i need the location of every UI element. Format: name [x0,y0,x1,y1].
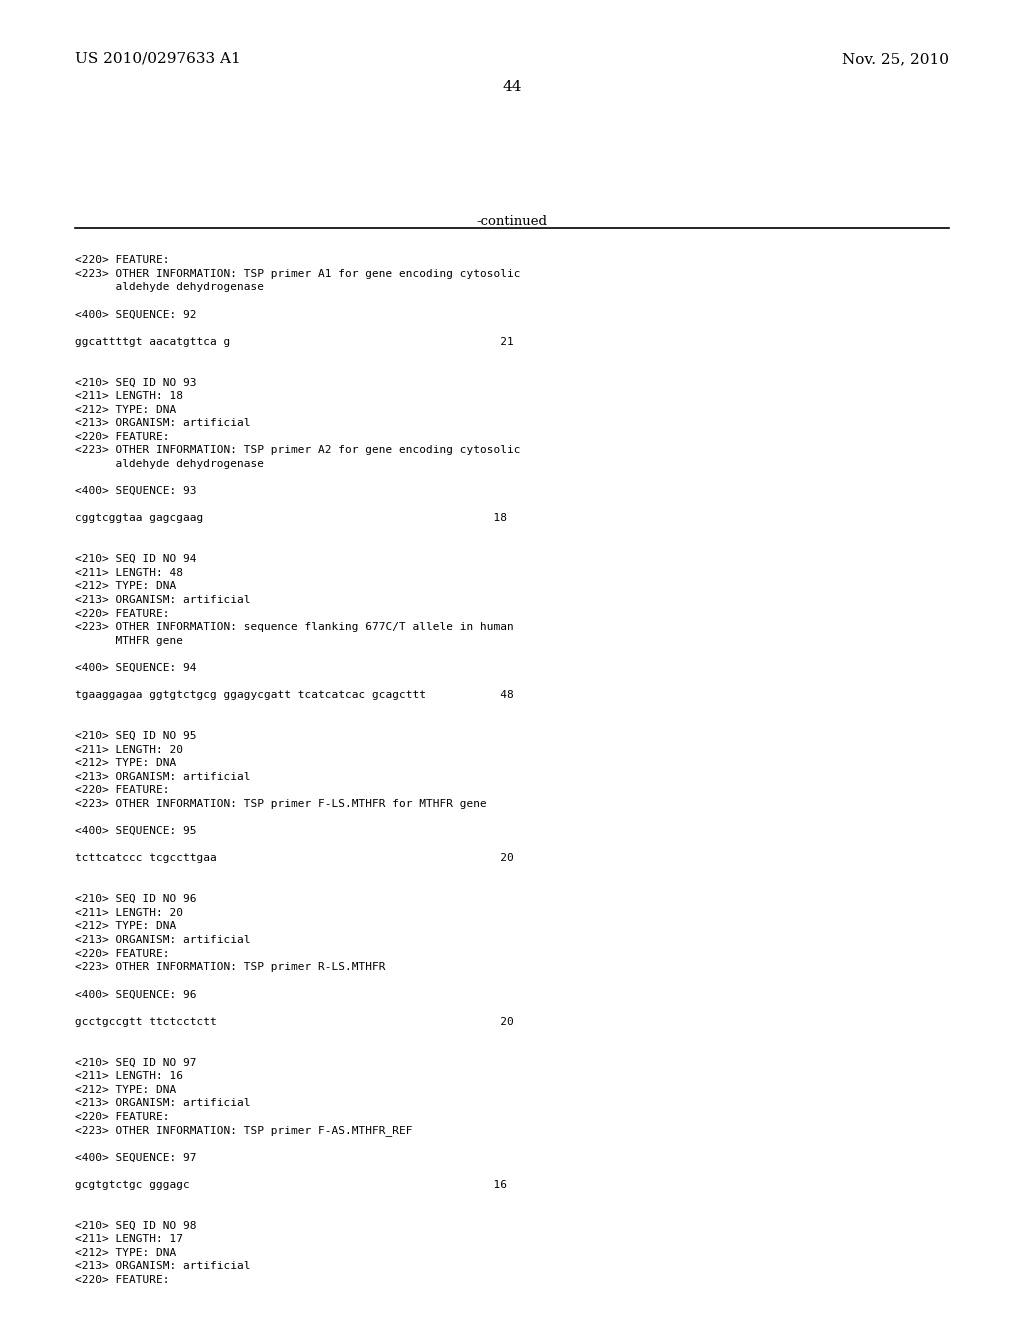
Text: <220> FEATURE:: <220> FEATURE: [75,255,170,265]
Text: US 2010/0297633 A1: US 2010/0297633 A1 [75,51,241,66]
Text: <211> LENGTH: 18: <211> LENGTH: 18 [75,391,183,401]
Text: <210> SEQ ID NO 97: <210> SEQ ID NO 97 [75,1057,197,1068]
Text: <400> SEQUENCE: 93: <400> SEQUENCE: 93 [75,486,197,496]
Text: <400> SEQUENCE: 94: <400> SEQUENCE: 94 [75,663,197,673]
Text: tcttcatccc tcgccttgaa                                          20: tcttcatccc tcgccttgaa 20 [75,854,514,863]
Text: <220> FEATURE:: <220> FEATURE: [75,785,170,796]
Text: Nov. 25, 2010: Nov. 25, 2010 [842,51,949,66]
Text: <220> FEATURE:: <220> FEATURE: [75,949,170,958]
Text: <223> OTHER INFORMATION: TSP primer R-LS.MTHFR: <223> OTHER INFORMATION: TSP primer R-LS… [75,962,385,973]
Text: aldehyde dehydrogenase: aldehyde dehydrogenase [75,282,264,292]
Text: ggcattttgt aacatgttca g                                        21: ggcattttgt aacatgttca g 21 [75,337,514,347]
Text: <211> LENGTH: 16: <211> LENGTH: 16 [75,1071,183,1081]
Text: <220> FEATURE:: <220> FEATURE: [75,432,170,442]
Text: <212> TYPE: DNA: <212> TYPE: DNA [75,921,176,932]
Text: <211> LENGTH: 17: <211> LENGTH: 17 [75,1234,183,1245]
Text: <212> TYPE: DNA: <212> TYPE: DNA [75,758,176,768]
Text: MTHFR gene: MTHFR gene [75,636,183,645]
Text: <213> ORGANISM: artificial: <213> ORGANISM: artificial [75,418,251,428]
Text: <213> ORGANISM: artificial: <213> ORGANISM: artificial [75,1262,251,1271]
Text: <213> ORGANISM: artificial: <213> ORGANISM: artificial [75,935,251,945]
Text: aldehyde dehydrogenase: aldehyde dehydrogenase [75,459,264,469]
Text: gcgtgtctgc gggagc                                             16: gcgtgtctgc gggagc 16 [75,1180,507,1189]
Text: <400> SEQUENCE: 95: <400> SEQUENCE: 95 [75,826,197,836]
Text: -continued: -continued [476,215,548,228]
Text: <210> SEQ ID NO 98: <210> SEQ ID NO 98 [75,1221,197,1230]
Text: <213> ORGANISM: artificial: <213> ORGANISM: artificial [75,772,251,781]
Text: <220> FEATURE:: <220> FEATURE: [75,609,170,619]
Text: <212> TYPE: DNA: <212> TYPE: DNA [75,581,176,591]
Text: <223> OTHER INFORMATION: TSP primer F-LS.MTHFR for MTHFR gene: <223> OTHER INFORMATION: TSP primer F-LS… [75,799,486,809]
Text: <211> LENGTH: 48: <211> LENGTH: 48 [75,568,183,578]
Text: <220> FEATURE:: <220> FEATURE: [75,1275,170,1284]
Text: <210> SEQ ID NO 93: <210> SEQ ID NO 93 [75,378,197,387]
Text: <400> SEQUENCE: 96: <400> SEQUENCE: 96 [75,990,197,999]
Text: <400> SEQUENCE: 92: <400> SEQUENCE: 92 [75,309,197,319]
Text: gcctgccgtt ttctcctctt                                          20: gcctgccgtt ttctcctctt 20 [75,1016,514,1027]
Text: <211> LENGTH: 20: <211> LENGTH: 20 [75,908,183,917]
Text: <400> SEQUENCE: 97: <400> SEQUENCE: 97 [75,1152,197,1163]
Text: <220> FEATURE:: <220> FEATURE: [75,1111,170,1122]
Text: <210> SEQ ID NO 94: <210> SEQ ID NO 94 [75,554,197,564]
Text: <210> SEQ ID NO 96: <210> SEQ ID NO 96 [75,894,197,904]
Text: <223> OTHER INFORMATION: TSP primer A2 for gene encoding cytosolic: <223> OTHER INFORMATION: TSP primer A2 f… [75,445,520,455]
Text: <212> TYPE: DNA: <212> TYPE: DNA [75,1085,176,1094]
Text: <212> TYPE: DNA: <212> TYPE: DNA [75,405,176,414]
Text: tgaaggagaa ggtgtctgcg ggagycgatt tcatcatcac gcagcttt           48: tgaaggagaa ggtgtctgcg ggagycgatt tcatcat… [75,690,514,700]
Text: <210> SEQ ID NO 95: <210> SEQ ID NO 95 [75,731,197,741]
Text: <212> TYPE: DNA: <212> TYPE: DNA [75,1247,176,1258]
Text: <223> OTHER INFORMATION: sequence flanking 677C/T allele in human: <223> OTHER INFORMATION: sequence flanki… [75,622,514,632]
Text: <223> OTHER INFORMATION: TSP primer F-AS.MTHFR_REF: <223> OTHER INFORMATION: TSP primer F-AS… [75,1126,413,1137]
Text: 44: 44 [502,81,522,94]
Text: cggtcggtaa gagcgaag                                           18: cggtcggtaa gagcgaag 18 [75,513,507,524]
Text: <211> LENGTH: 20: <211> LENGTH: 20 [75,744,183,755]
Text: <213> ORGANISM: artificial: <213> ORGANISM: artificial [75,1098,251,1109]
Text: <213> ORGANISM: artificial: <213> ORGANISM: artificial [75,595,251,605]
Text: <223> OTHER INFORMATION: TSP primer A1 for gene encoding cytosolic: <223> OTHER INFORMATION: TSP primer A1 f… [75,268,520,279]
